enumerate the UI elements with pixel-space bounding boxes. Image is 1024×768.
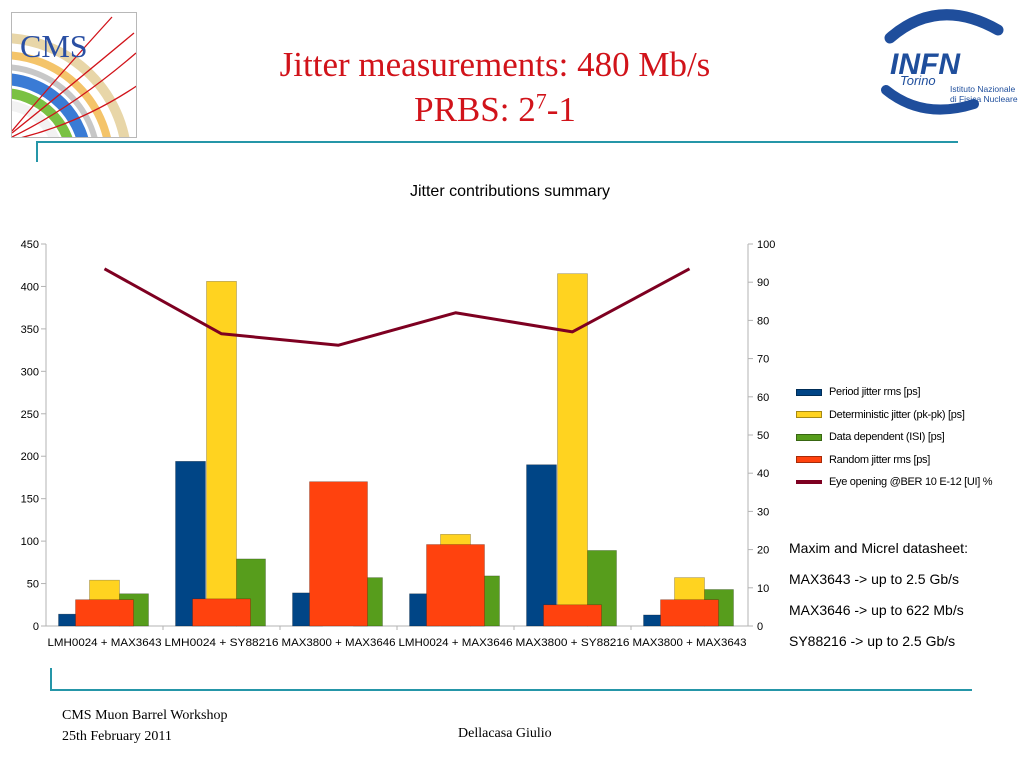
legend-swatch: [796, 388, 822, 396]
y2-tick-label: 40: [757, 468, 769, 480]
footer-author: Dellacasa Giulio: [458, 726, 552, 741]
bar-random: [309, 481, 368, 627]
legend-swatch: [796, 433, 822, 441]
bar-random: [426, 544, 485, 627]
legend-item: Random jitter rms [ps]: [796, 449, 992, 472]
infn-logo-sub: Torino: [900, 73, 936, 88]
y2-tick-label: 100: [757, 239, 775, 251]
legend-item: Data dependent (ISI) [ps]: [796, 426, 992, 449]
datasheet-note: Maxim and Micrel datasheet: MAX3643 -> u…: [789, 533, 968, 657]
y-tick-label: 250: [21, 409, 39, 421]
legend-label: Eye opening @BER 10 E-12 [UI] %: [829, 476, 993, 489]
legend-label: Deterministic jitter (pk-pk) [ps]: [829, 408, 965, 421]
legend-item: Period jitter rms [ps]: [796, 381, 992, 404]
infn-logo: INFN Torino Istituto Nazionale di Fisica…: [878, 8, 1024, 118]
infn-logo-graphic: INFN Torino Istituto Nazionale di Fisica…: [881, 9, 1018, 115]
y2-tick-label: 70: [757, 354, 769, 366]
legend-label: Data dependent (ISI) [ps]: [829, 431, 945, 444]
x-tick-label: MAX3800 + MAX3646: [282, 637, 396, 649]
x-tick-label: MAX3800 + MAX3643: [633, 637, 747, 649]
title-line2-base: PRBS: 2: [414, 90, 536, 129]
legend-swatch: [796, 480, 822, 485]
legend-item: Deterministic jitter (pk-pk) [ps]: [796, 404, 992, 427]
infn-logo-line1: Istituto Nazionale: [950, 84, 1015, 94]
footer-date: 25th February 2011: [62, 729, 172, 744]
x-tick-label: LMH0024 + SY88216: [165, 637, 279, 649]
y-tick-label: 150: [21, 494, 39, 506]
cms-logo-text: CMS: [20, 28, 88, 64]
title-line2-tail: -1: [546, 90, 576, 129]
top-divider: [36, 141, 958, 143]
chart-legend: Period jitter rms [ps] Deterministic jitt…: [796, 381, 993, 494]
bottom-divider: [50, 689, 972, 691]
bar-period: [526, 464, 557, 627]
y2-tick-label: 60: [757, 392, 769, 404]
y-tick-label: 400: [21, 281, 39, 293]
bottom-divider-tick: [50, 668, 52, 691]
y-tick-label: 300: [21, 366, 39, 378]
slide-title-line1: Jitter measurements: 480 Mb/s: [279, 45, 711, 84]
y2-tick-label: 20: [757, 545, 769, 557]
y2-tick-label: 0: [757, 621, 763, 633]
cms-logo-graphic: CMS: [12, 16, 136, 137]
y2-tick-label: 90: [757, 277, 769, 289]
y-tick-label: 200: [21, 451, 39, 463]
bar-deterministic: [206, 281, 237, 627]
legend-swatch: [796, 456, 822, 464]
y2-tick-label: 50: [757, 430, 769, 442]
slide-title: Jitter measurements: 480 Mb/s PRBS: 27-1: [150, 42, 840, 132]
title-line2-exponent: 7: [535, 88, 547, 114]
note-line: MAX3646 -> up to 622 Mb/s: [789, 602, 964, 618]
bar-random: [75, 599, 134, 627]
bar-random: [543, 604, 602, 627]
cms-logo: CMS: [11, 12, 137, 138]
footer-workshop: CMS Muon Barrel Workshop: [62, 708, 228, 723]
top-divider-tick: [36, 141, 38, 162]
x-tick-label: MAX3800 + SY88216: [516, 637, 630, 649]
x-tick-label: LMH0024 + MAX3643: [48, 637, 162, 649]
note-line: SY88216 -> up to 2.5 Gb/s: [789, 633, 956, 649]
y2-tick-label: 80: [757, 315, 769, 327]
legend-label: Period jitter rms [ps]: [829, 386, 921, 399]
chart-title: Jitter contributions summary: [409, 183, 611, 200]
y-tick-label: 100: [21, 536, 39, 548]
note-line: Maxim and Micrel datasheet:: [789, 540, 968, 556]
y-tick-label: 350: [21, 324, 39, 336]
legend-item: Eye opening @BER 10 E-12 [UI] %: [796, 471, 993, 494]
y2-tick-label: 30: [757, 506, 769, 518]
eye-opening-line: [103, 267, 691, 347]
note-line: MAX3643 -> up to 2.5 Gb/s: [789, 571, 960, 587]
bar-random: [192, 598, 251, 627]
bar-period: [175, 461, 206, 627]
x-tick-label: LMH0024 + MAX3646: [399, 637, 513, 649]
slide-title-line2: PRBS: 27-1: [150, 87, 840, 132]
legend-swatch: [796, 411, 822, 419]
infn-logo-line2: di Fisica Nucleare: [950, 94, 1018, 104]
y-tick-label: 450: [21, 239, 39, 251]
y-tick-label: 50: [27, 579, 39, 591]
y2-tick-label: 10: [757, 583, 769, 595]
infn-logo-text: INFN: [890, 48, 961, 81]
y-tick-label: 0: [33, 621, 39, 633]
legend-label: Random jitter rms [ps]: [829, 453, 930, 466]
bar-random: [660, 599, 719, 627]
footer-info: CMS Muon Barrel Workshop 25th February 2…: [62, 705, 227, 747]
